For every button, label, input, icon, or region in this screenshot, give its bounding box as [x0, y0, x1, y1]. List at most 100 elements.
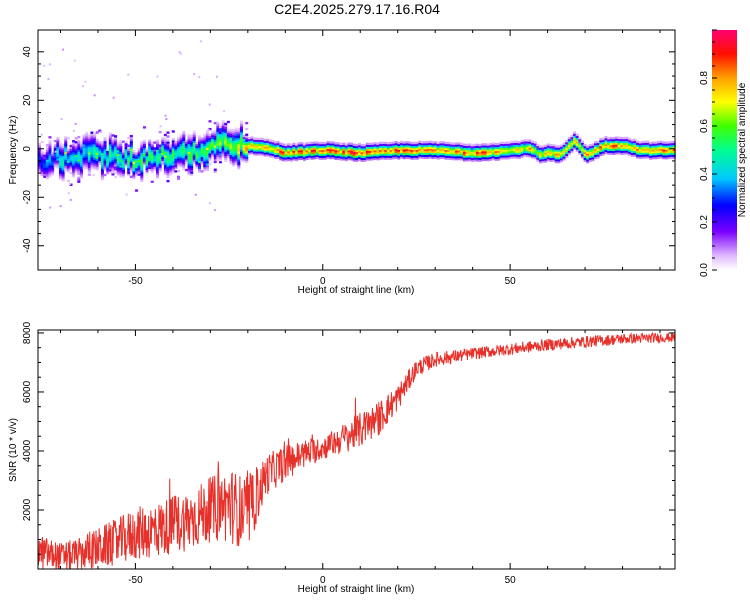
spectrogram-cell [329, 141, 333, 144]
spectrogram-cell [82, 142, 86, 145]
spectrogram-cell [607, 150, 611, 153]
spectrogram-cell [538, 153, 542, 156]
spectrogram-cell [148, 145, 152, 148]
spectrogram-cell [124, 150, 128, 154]
spectrogram-cell [198, 145, 202, 148]
spectrogram-cell [444, 149, 448, 152]
spectrogram-cell [428, 148, 432, 151]
spectrogram-cell [79, 156, 83, 160]
spectrogram-cell [48, 165, 52, 168]
spectrogram-cell [651, 147, 655, 150]
spectrogram-cell [276, 144, 280, 148]
spectrogram-cell [140, 162, 144, 165]
spectrogram-cell [638, 156, 642, 160]
spectrogram-cell [494, 152, 498, 155]
spectrogram-cell [386, 153, 390, 156]
spectrogram-cell [468, 155, 472, 158]
spectrogram-cell [342, 156, 346, 159]
spectrogram-cell [402, 156, 406, 160]
spectrogram-cell [205, 168, 209, 172]
spectrogram-cell [140, 171, 144, 175]
spectrogram-cell [457, 155, 461, 159]
spectrogram-cell [182, 165, 186, 169]
spectrogram-cell [331, 145, 335, 148]
spectrogram-speckle [59, 205, 62, 208]
spectrogram-cell [347, 157, 351, 161]
spectrogram-cell [588, 155, 592, 158]
spectrogram-cell [66, 150, 70, 154]
spectrogram-cell [90, 133, 94, 136]
spectrogram-cell [536, 153, 540, 156]
spectrogram-cell [237, 137, 241, 141]
spectrogram-cell [184, 141, 188, 145]
spectrogram-cell [156, 162, 160, 166]
spectrogram-cell [302, 158, 306, 162]
spectrogram-cell [654, 147, 658, 150]
spectrogram-cell [98, 162, 102, 165]
spectrogram-cell [239, 124, 243, 127]
spectrogram-cell [200, 158, 204, 161]
spectrogram-cell [465, 153, 469, 156]
spectrogram-cell [177, 150, 181, 153]
spectrogram-cell [657, 140, 661, 144]
spectrogram-cell [462, 151, 466, 154]
spectrogram-cell [64, 136, 68, 139]
snr-x-ticks: -50 0 50 [59, 330, 661, 586]
spectrogram-cell [95, 152, 99, 156]
spectrogram-cell [562, 142, 566, 145]
spectrogram-cell [633, 146, 637, 149]
spectrogram-cell [153, 156, 157, 160]
spectrogram-cell [470, 159, 474, 163]
spectrogram-cell [279, 150, 283, 153]
spectrogram-cell [384, 151, 388, 154]
spectrogram-cell [166, 141, 170, 144]
spectrogram-cell [620, 138, 624, 142]
spectrogram-cell [43, 152, 47, 155]
spectrogram-cell [145, 159, 149, 163]
spectrogram-cell [392, 156, 396, 160]
spectrogram-cell [116, 144, 120, 147]
spectrogram-cell [460, 154, 464, 157]
spectrogram-speckle [48, 63, 51, 66]
spectrogram-cell [58, 165, 62, 169]
spectrogram-cell [184, 147, 188, 150]
spectrogram-cell [607, 146, 611, 150]
spectrogram-cell [200, 148, 204, 152]
spectrogram-cell [158, 152, 162, 155]
spectrogram-cell [239, 126, 243, 129]
spectrogram-cell [237, 141, 241, 145]
spectrogram-cell [389, 145, 393, 149]
spectrogram-cell [213, 135, 217, 138]
spectrogram-cell [250, 148, 254, 151]
spectrogram-cell [378, 155, 382, 158]
spectrogram-cell [93, 142, 97, 145]
spectrogram-cell [352, 159, 356, 162]
spectrogram-cell [48, 140, 52, 143]
spectrogram-cell [234, 133, 238, 136]
spectrogram-cell [148, 158, 152, 162]
spectrogram-cell [455, 144, 459, 147]
spectrogram-cell [177, 138, 181, 142]
spectrogram-cell [426, 142, 430, 146]
spectrogram-cell [224, 136, 228, 139]
spectrogram-cell [460, 142, 464, 146]
spectrogram-cell [129, 160, 133, 163]
spectrogram-cell [74, 160, 78, 163]
spectrogram-cell [402, 155, 406, 158]
spectrogram-cell [499, 153, 503, 156]
spectrogram-cell [310, 149, 314, 152]
spectrogram-cell [211, 132, 215, 136]
spectrogram-cell [171, 161, 175, 164]
spectrogram-cell [573, 139, 577, 142]
spectrogram-cell [253, 151, 257, 154]
spectrogram-cell [242, 152, 246, 155]
spectrogram-cell [232, 130, 236, 134]
spectrogram-cell [510, 152, 514, 155]
spectrogram-cell [179, 161, 183, 164]
spectrogram-cell [156, 143, 160, 146]
spectrogram-cell [224, 148, 228, 151]
spectrogram-cell [77, 172, 81, 176]
spectrogram-cell [61, 155, 65, 159]
spectrogram-cell [460, 152, 464, 155]
